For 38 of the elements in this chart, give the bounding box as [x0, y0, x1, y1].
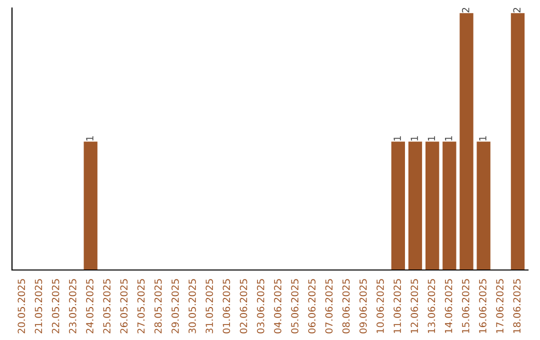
x-tick-label: 17.06.2025	[496, 279, 504, 333]
x-tick-label: 23.05.2025	[68, 279, 76, 334]
x-tick-label: 10.06.2025	[376, 279, 384, 333]
x-tick-label: 03.06.2025	[256, 279, 264, 334]
x-tick-label: 05.06.2025	[291, 279, 298, 334]
x-tick-label: 20.05.2025	[18, 279, 26, 334]
x-tick-label: 16.06.2025	[479, 279, 486, 333]
x-tick-label: 07.06.2025	[325, 279, 333, 334]
x-tick-label: 22.05.2025	[52, 279, 60, 334]
x-tick-label: 08.06.2025	[342, 279, 350, 334]
x-tick-label: 11.06.2025	[394, 279, 401, 333]
data-label: 1	[86, 136, 94, 140]
x-tick-label: 14.06.2025	[444, 279, 452, 333]
x-tick-label: 02.06.2025	[240, 279, 248, 334]
x-tick-label: 27.05.2025	[137, 279, 145, 334]
x-tick-label: 30.05.2025	[188, 279, 196, 334]
x-tick-label: 15.06.2025	[462, 279, 470, 333]
x-tick-label: 31.05.2025	[206, 279, 214, 334]
data-label: 1	[394, 136, 401, 140]
data-label: 1	[445, 136, 452, 140]
data-label: 1	[428, 136, 435, 140]
x-tick-label: 26.05.2025	[120, 279, 128, 334]
data-label: 2	[462, 8, 470, 12]
x-tick-label: 01.06.2025	[222, 279, 230, 334]
x-tick-label: 06.06.2025	[308, 279, 316, 334]
x-tick-label: 13.06.2025	[428, 279, 436, 333]
data-label: 1	[410, 136, 418, 140]
x-tick-label: 04.06.2025	[274, 279, 282, 334]
x-tick-label: 09.06.2025	[359, 279, 367, 334]
x-tick-label: 28.05.2025	[154, 279, 162, 334]
x-tick-label: 25.05.2025	[103, 279, 111, 334]
x-tick-label: 29.05.2025	[171, 279, 179, 334]
x-tick-label: 12.06.2025	[410, 279, 418, 333]
data-label: 2	[513, 8, 520, 12]
x-tick-label: 18.06.2025	[513, 279, 521, 333]
x-tick-label: 24.05.2025	[86, 279, 94, 334]
data-label: 1	[479, 136, 486, 140]
x-tick-label: 21.05.2025	[34, 279, 42, 334]
